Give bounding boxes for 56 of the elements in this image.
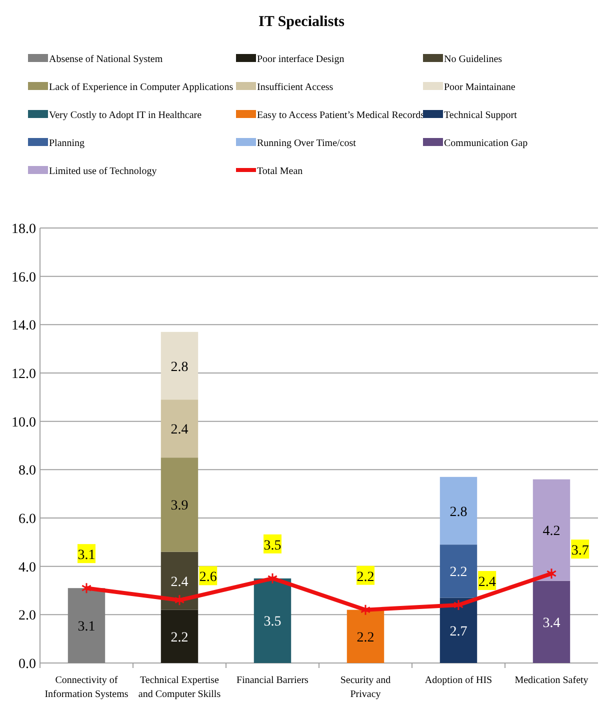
data-label: 2.6 [199, 570, 217, 586]
x-tick-label: Technical Expertise and Computer Skills [138, 675, 221, 700]
x-tick-label: Medication Safety [514, 675, 588, 686]
data-label: 3.5 [264, 538, 282, 554]
y-tick-label: 16.0 [12, 270, 36, 286]
point [453, 599, 464, 611]
data-label: 3.1 [78, 548, 96, 564]
legend-label: Absense of National System [49, 54, 163, 65]
data-label: 3.4 [542, 616, 560, 631]
legend-label: Communication Gap [444, 138, 528, 149]
y-tick-label: 4.0 [18, 560, 36, 576]
data-label: 3.7 [571, 544, 589, 559]
data-label: 2.2 [356, 630, 374, 646]
y-tick-label: 12.0 [12, 367, 36, 382]
data-label: 2.4 [170, 422, 188, 438]
legend-label: Poor Maintainane [444, 82, 516, 93]
point [81, 582, 92, 594]
data-label: 2.4 [478, 575, 496, 590]
y-tick-label: 18.0 [12, 222, 36, 237]
data-label: 2.8 [450, 504, 468, 520]
data-label: 3.5 [264, 614, 282, 630]
x-tick-label: Financial Barriers [236, 675, 309, 686]
legend-label: Easy to Access Patient’s Medical Records [257, 110, 425, 121]
point [174, 594, 185, 606]
y-tick-label: 10.0 [12, 415, 36, 430]
legend-label: Limited use of Technology [49, 166, 157, 177]
data-label: 4.2 [542, 524, 560, 540]
data-label: 3.9 [170, 498, 188, 514]
legend-label: Total Mean [257, 166, 303, 177]
data-label: 2.2 [170, 630, 188, 646]
data-label: 2.7 [450, 624, 468, 640]
data-label: 2.4 [170, 574, 188, 590]
legend-label: Planning [49, 138, 85, 149]
legend-label: Poor interface Design [257, 54, 344, 65]
legend-label: Very Costly to Adopt IT in Healthcare [49, 110, 202, 121]
data-label: 3.1 [78, 620, 96, 635]
y-tick-label: 6.0 [18, 512, 36, 527]
y-tick-label: 2.0 [18, 608, 36, 624]
y-tick-label: 0.0 [18, 657, 36, 672]
legend-label: Technical Support [444, 110, 518, 121]
y-tick-label: 8.0 [18, 464, 36, 479]
point [267, 572, 278, 584]
data-label: 2.2 [450, 565, 468, 580]
y-tick-label: 14.0 [12, 318, 36, 334]
x-tick-label: Adoption of HIS [424, 675, 492, 686]
point [546, 568, 557, 580]
legend-label: Lack of Experience in Computer Applications [49, 82, 234, 93]
point [360, 604, 371, 616]
data-label: 2.8 [170, 360, 188, 375]
legend-label: Insufficient Access [257, 82, 334, 93]
legend-label: No Guidelines [444, 54, 502, 65]
x-tick-label: Connectivity of Information Systems [44, 675, 128, 700]
chart-title: IT Specialists [258, 14, 345, 30]
legend-label: Running Over Time/cost [257, 138, 356, 149]
x-tick-label: Security and Privacy [340, 675, 391, 700]
data-label: 2.2 [356, 570, 374, 585]
